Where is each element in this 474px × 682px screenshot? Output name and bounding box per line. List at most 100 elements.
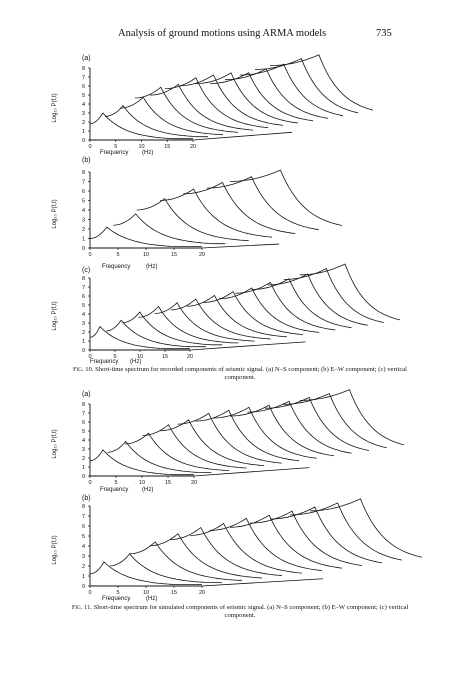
spectrum-curve	[89, 561, 202, 585]
y-tick-label: 0	[82, 348, 85, 354]
x-axis-unit: (Hz)	[146, 596, 157, 602]
y-axis-title: Log₁₀ P(f,t)	[52, 199, 58, 228]
spectrum-curve	[183, 181, 296, 234]
y-tick-label: 3	[82, 554, 85, 560]
spectrum-curve	[283, 268, 384, 323]
fig11-panel-a-plot: (a) Log₁₀ P(f,t) Frequency (Hz) 0 5 10 15 20…	[52, 389, 405, 493]
y-tick-label: 8	[82, 66, 85, 72]
spectrum-curve	[206, 176, 319, 231]
y-axis-title: Log₁₀ P(f,t)	[52, 429, 58, 458]
y-tick-label: 3	[82, 321, 85, 327]
y-tick-label: 7	[82, 180, 85, 186]
panel-label: (a)	[82, 55, 91, 62]
fig10-panel-b-plot: (b) Log₁₀ P(f,t) Frequency (Hz) 0 5 10 15 20…	[52, 157, 343, 270]
spectrum-curve	[230, 514, 343, 569]
x-tick-label: 5	[116, 590, 119, 596]
y-tick-label: 1	[82, 339, 85, 345]
x-axis-title: Frequency	[102, 264, 130, 270]
x-tick-label: 15	[165, 480, 171, 486]
y-tick-label: 8	[82, 170, 85, 176]
spectrum-curve	[159, 188, 273, 238]
y-tick-label: 0	[82, 474, 85, 480]
x-tick-label: 0	[88, 480, 91, 486]
spectrum-curve	[300, 263, 401, 321]
x-axis-unit: (Hz)	[130, 359, 141, 365]
spectrum-curve	[119, 96, 224, 136]
y-tick-label: 0	[82, 138, 85, 144]
y-tick-label: 2	[82, 120, 85, 126]
spectrum-curve	[230, 169, 343, 226]
spectrum-curve	[159, 419, 265, 467]
x-tick-label: 10	[138, 144, 144, 150]
spectrum-curve	[89, 325, 190, 350]
x-axis-title: Frequency	[90, 359, 118, 365]
y-tick-label: 3	[82, 218, 85, 224]
x-tick-label: 0	[88, 144, 91, 150]
x-tick-label: 20	[199, 252, 205, 258]
y-tick-label: 4	[82, 438, 85, 444]
page-header: Analysis of ground motions using ARMA mo…	[0, 28, 474, 42]
spectrum-curve	[247, 400, 352, 454]
spectrum-curve	[219, 287, 320, 333]
y-axis-title: Log₁₀ P(f,t)	[52, 301, 58, 330]
spectrum-curve	[170, 298, 271, 340]
x-tick-label: 15	[171, 590, 177, 596]
spectrum-curve	[134, 86, 239, 133]
panel-label: (c)	[82, 267, 90, 274]
spectrum-curve	[225, 68, 329, 119]
spectrum-curve	[154, 302, 255, 342]
spectrum-curve	[270, 506, 383, 564]
spectrum-curve	[194, 409, 300, 462]
x-tick-label: 5	[116, 252, 119, 258]
spectrum-curve	[250, 510, 363, 566]
y-tick-label: 6	[82, 420, 85, 426]
y-tick-label: 2	[82, 564, 85, 570]
x-tick-label: 20	[199, 590, 205, 596]
spectrum-curve	[107, 440, 212, 473]
spectrum-curve	[212, 406, 317, 459]
spectrum-curve	[300, 389, 405, 446]
spectrum-curve	[89, 226, 202, 247]
caption-label: Fig. 10.	[72, 366, 94, 373]
spectrum-curve	[106, 319, 207, 348]
spectrum-curve	[129, 541, 242, 581]
y-tick-label: 7	[82, 75, 85, 81]
figure-10-caption: Fig. 10. Short-time spectrum for recorde…	[70, 366, 410, 382]
spectrum-curve	[138, 305, 239, 344]
caption-label: Fig. 11.	[71, 604, 93, 611]
y-tick-label: 7	[82, 285, 85, 291]
y-tick-label: 5	[82, 199, 85, 205]
spectrum-curve	[282, 392, 387, 449]
spectrum-curve	[124, 432, 230, 471]
spectrum-curve	[149, 83, 254, 131]
spectrum-curve	[210, 517, 323, 571]
spectrum-curve	[203, 291, 304, 335]
spectrum-curve	[149, 533, 263, 579]
y-tick-label: 6	[82, 294, 85, 300]
y-tick-label: 4	[82, 208, 85, 214]
fig11-panel-b-plot: (b) Log₁₀ P(f,t) Frequency (Hz) 0 5 10 15 20…	[52, 495, 423, 602]
time-axis-line	[192, 131, 293, 141]
x-axis-title: Frequency	[100, 150, 128, 156]
spectrum-curve	[122, 311, 223, 346]
y-tick-label: 5	[82, 303, 85, 309]
x-tick-label: 5	[114, 144, 117, 150]
y-tick-label: 2	[82, 456, 85, 462]
time-axis-line	[189, 341, 306, 351]
y-tick-label: 4	[82, 544, 85, 550]
x-axis-unit: (Hz)	[146, 264, 157, 270]
spectrum-curve	[251, 278, 352, 329]
spectrum-curve	[265, 396, 370, 451]
spectrum-curve	[267, 273, 368, 326]
x-axis-unit: (Hz)	[142, 150, 153, 156]
running-title: Analysis of ground motions using ARMA mo…	[118, 28, 327, 39]
y-tick-label: 4	[82, 312, 85, 318]
spectrum-curve	[255, 58, 359, 114]
spectrum-curve	[169, 527, 283, 576]
spectrum-curve	[177, 412, 282, 464]
spectrum-curve	[310, 498, 423, 558]
spectrum-curve	[189, 522, 303, 574]
y-tick-label: 0	[82, 246, 85, 252]
spectrum-curve	[179, 74, 284, 126]
y-tick-label: 8	[82, 504, 85, 510]
